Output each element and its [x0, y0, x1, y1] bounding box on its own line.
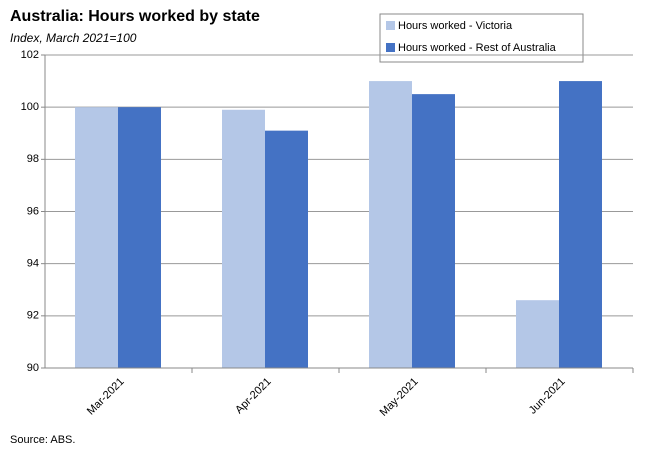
bar: [516, 300, 559, 368]
bar: [222, 109, 265, 369]
bar: [75, 107, 118, 369]
bar: [265, 130, 308, 368]
bar: [369, 81, 412, 368]
chart-title: Australia: Hours worked by state: [10, 8, 260, 25]
y-tick-label: 100: [21, 101, 39, 113]
bar: [412, 94, 455, 368]
legend-label: Hours worked - Victoria: [398, 20, 513, 32]
legend-box: [379, 13, 584, 63]
bar: [118, 107, 161, 369]
bar: [559, 81, 602, 368]
legend-swatch: [386, 21, 395, 30]
y-tick-label: 96: [27, 205, 39, 217]
y-tick-label: 90: [27, 362, 39, 374]
y-tick-label: 102: [21, 49, 39, 61]
chart-subtitle: Index, March 2021=100: [10, 31, 137, 45]
legend-swatch: [386, 43, 395, 52]
source-note: Source: ABS.: [10, 434, 75, 446]
y-tick-label: 92: [27, 310, 39, 322]
y-tick-label: 94: [27, 258, 39, 270]
y-tick-label: 98: [27, 153, 39, 165]
legend-label: Hours worked - Rest of Australia: [398, 42, 557, 54]
